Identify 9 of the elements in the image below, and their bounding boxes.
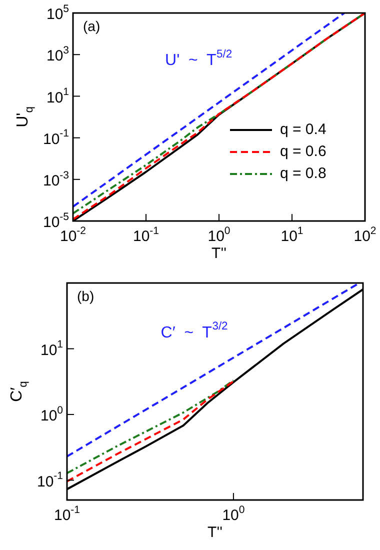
y-axis-title: C′q <box>8 381 30 402</box>
x-axis-title: T'' <box>212 245 227 262</box>
legend-label: q = 0.4 <box>280 121 326 138</box>
x-axis-title: T'' <box>208 524 223 542</box>
y-axis-title: U'q <box>14 106 36 128</box>
chart-title: (b) <box>77 288 94 304</box>
chart-title: (a) <box>83 18 100 34</box>
legend-label: q = 0.6 <box>280 143 326 160</box>
legend-label: q = 0.8 <box>280 165 326 182</box>
